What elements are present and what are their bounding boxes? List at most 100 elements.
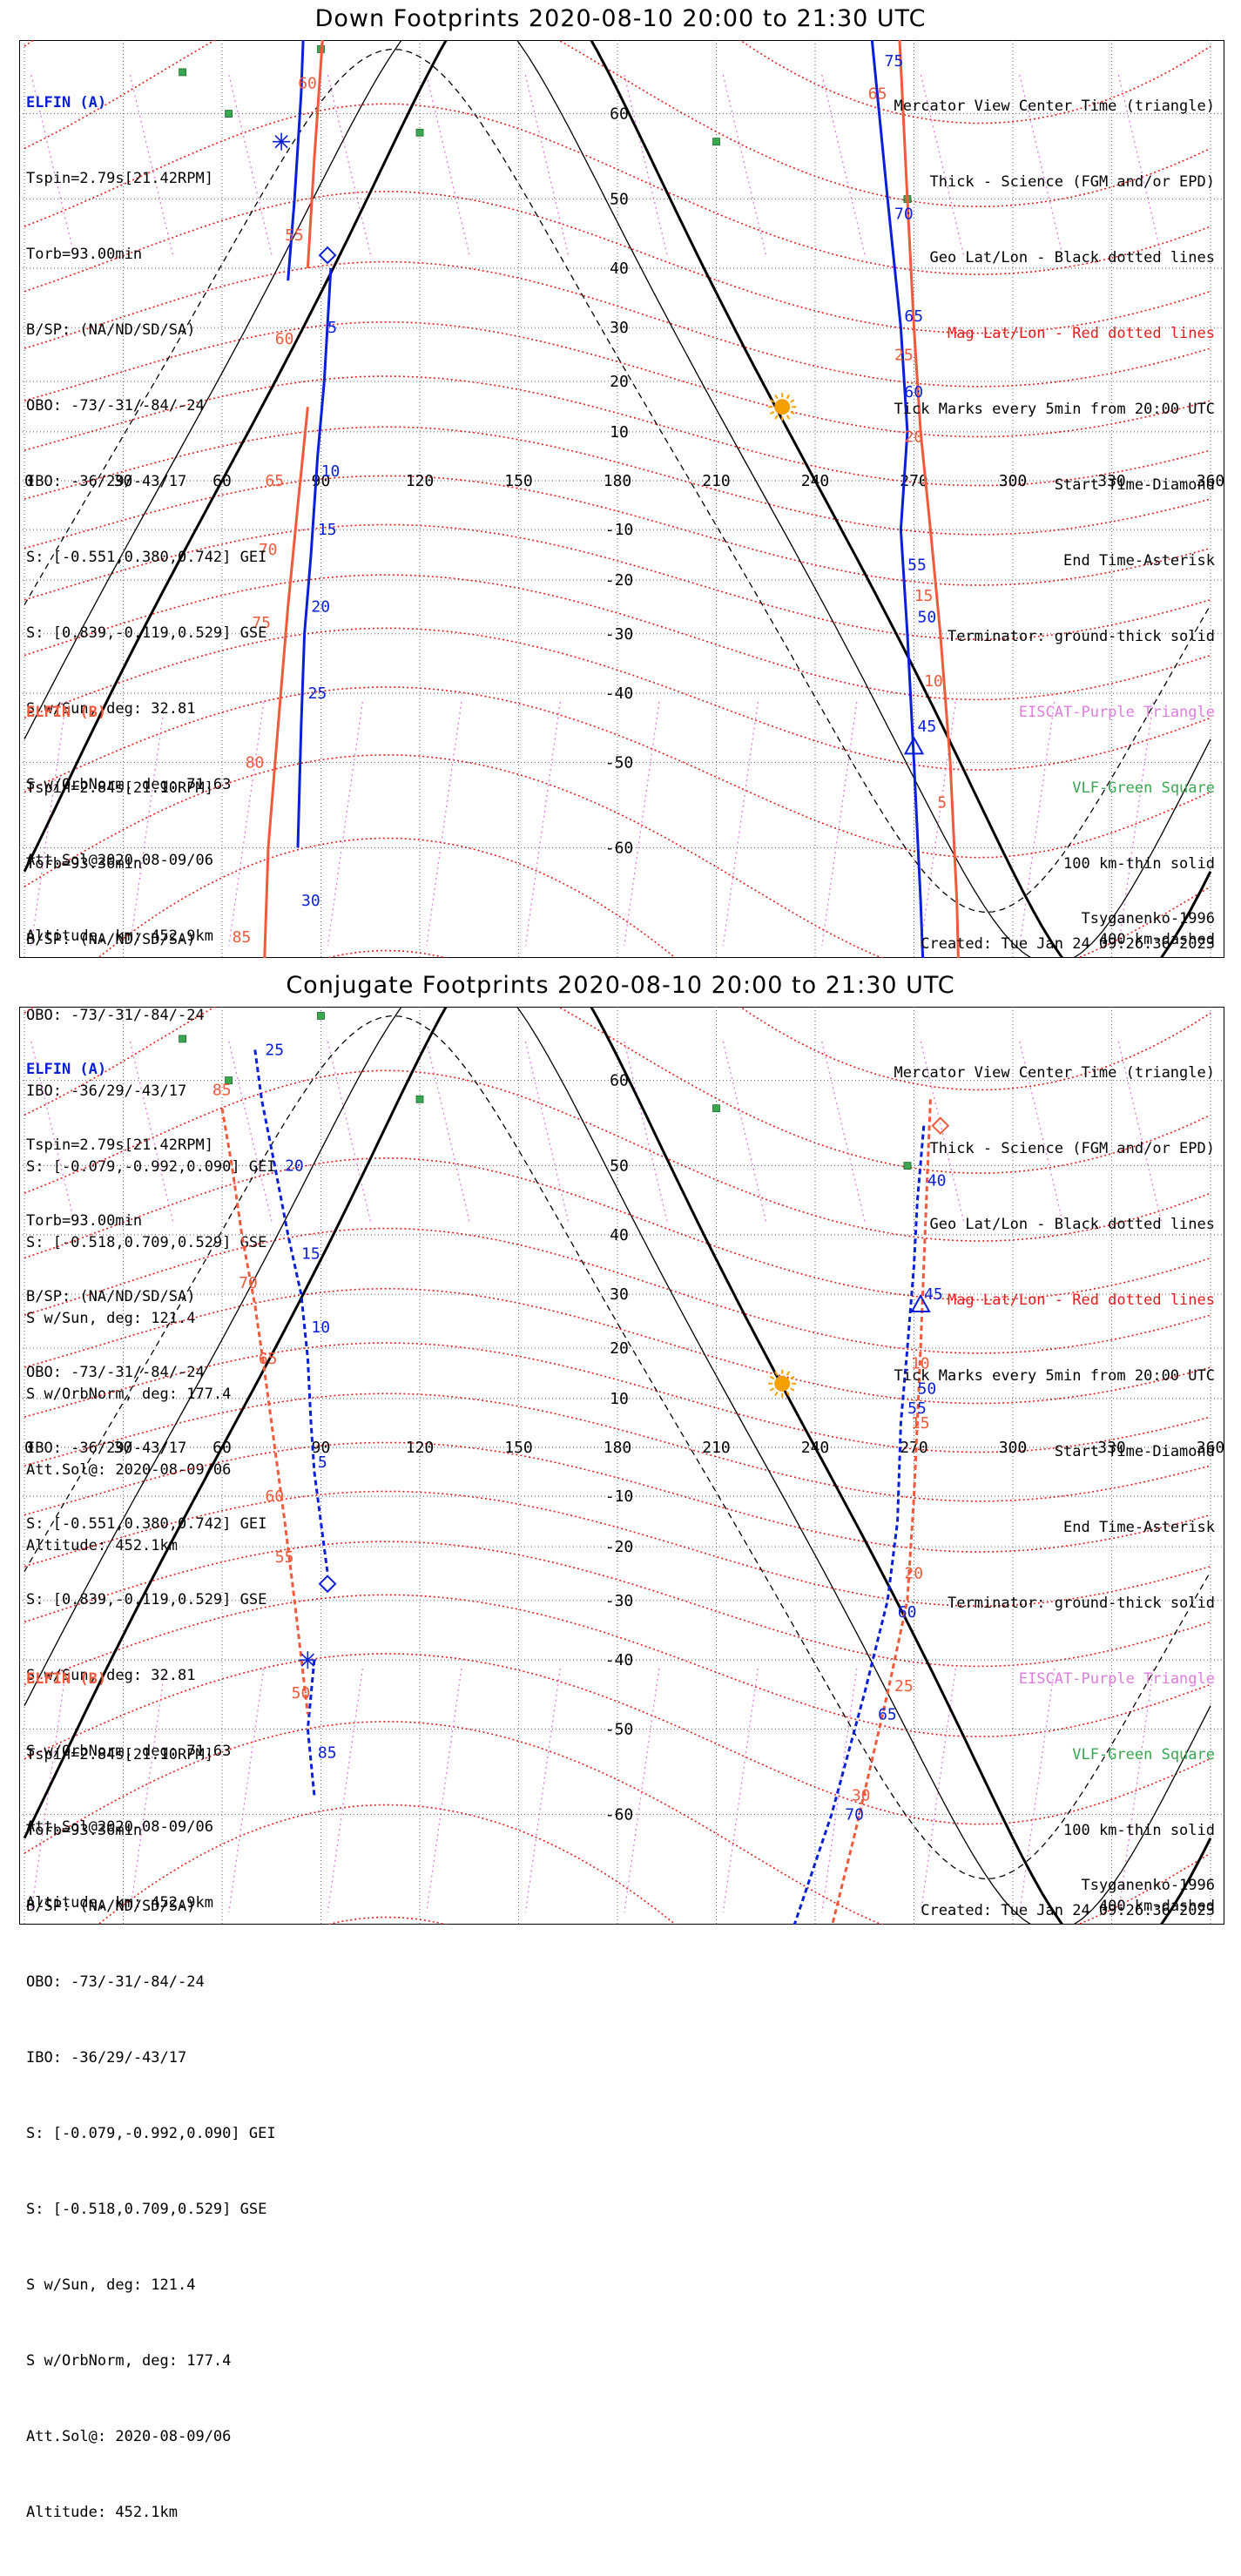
lat-tick-label: 50 — [610, 191, 629, 209]
sun-ray — [790, 1387, 795, 1392]
elfin-b-line: S: [-0.079,-0.992,0.090] GEI — [26, 2125, 276, 2142]
elfin-b-track — [263, 407, 309, 958]
elfin-b-line: OBO: -73/-31/-84/-24 — [26, 1007, 205, 1024]
elfin-b-line: B/SP: (NA/ND/SD/SA) — [26, 1898, 196, 1915]
view-triangle-icon — [910, 1293, 931, 1312]
sun-ray — [786, 415, 791, 420]
sun-ray — [769, 1375, 775, 1380]
vlf-station-marker — [903, 1162, 912, 1170]
elfin-a-line: S w/OrbNorm, deg: 71.63 — [26, 776, 232, 793]
legend-item: Mag Lat/Lon - Red dotted lines — [947, 325, 1215, 342]
lon-tick-label: 150 — [504, 472, 533, 490]
legend-item: Terminator: ground-thick solid — [947, 1595, 1215, 1612]
mag-lat-line — [24, 1007, 1211, 1091]
elfin-b-tick-label: 60 — [298, 74, 317, 92]
elfin-b-tick-label: 85 — [233, 928, 252, 947]
start-diamond-icon — [318, 246, 337, 265]
created-label: Created: Tue Jan 24 09:26:36 2023 — [921, 935, 1215, 953]
elfin-b-tick-label: 80 — [246, 753, 265, 772]
sun-ray — [769, 1387, 775, 1392]
lat-tick-label: 50 — [610, 1157, 629, 1176]
mag-lat-line — [24, 523, 1211, 641]
elfin-a-tick-label: 60 — [904, 383, 923, 401]
elfin-b-tick-label: 25 — [894, 347, 914, 365]
elfin-b-track — [306, 40, 324, 268]
elfin-b-tick-label: 85 — [212, 1082, 232, 1100]
elfin-a-line: IBO: -36/29/-43/17 — [26, 1440, 187, 1457]
lat-tick-label: -10 — [605, 521, 634, 539]
elfin-a-title: ELFIN (A) — [26, 1061, 107, 1078]
elfin-a-tick-label: 40 — [931, 955, 950, 958]
elfin-a-tick-label: 65 — [878, 1705, 897, 1723]
elfin-b-tick-label: 75 — [252, 614, 271, 632]
model-label: Tsyganenko-1996 — [1081, 1877, 1215, 1894]
elfin-b-line: S w/Sun, deg: 121.4 — [26, 2276, 196, 2294]
mag-lon-line — [722, 1041, 767, 1225]
panel-title: Down Footprints 2020-08-10 20:00 to 21:3… — [314, 5, 927, 32]
mercator-map: 0306090120150180210240270300330360706050… — [19, 1007, 1224, 1925]
elfin-b-tick-label: 55 — [285, 226, 304, 245]
start-diamond-icon — [318, 1575, 337, 1594]
elfin-b-tick-label: 15 — [911, 1414, 930, 1433]
elfin-a-track — [253, 1049, 329, 1574]
elfin-a-tick-label: 55 — [907, 1399, 927, 1418]
lon-tick-label: 270 — [900, 472, 928, 490]
legend-item: Geo Lat/Lon - Black dotted lines — [929, 1216, 1215, 1233]
lon-tick-label: 360 — [1197, 472, 1224, 490]
mag-lon-line — [1019, 701, 1056, 947]
elfin-a-line: S w/Sun, deg: 32.81 — [26, 700, 196, 718]
legend-item: Mercator View Center Time (triangle) — [894, 1064, 1215, 1082]
elfin-b-line: Altitude: 452.1km — [26, 2504, 178, 2521]
elfin-b-tick-label: 65 — [868, 85, 887, 104]
lat-tick-label: 20 — [610, 1339, 629, 1358]
mag-lon-line — [624, 1668, 660, 1913]
sun-ray — [774, 415, 779, 420]
mag-lat-line — [24, 40, 1211, 125]
elfin-a-tick-label: 75 — [885, 52, 904, 71]
lon-tick-label: 30 — [114, 472, 133, 490]
elfin-a-tick-label: 30 — [301, 892, 320, 910]
lat-tick-label: 60 — [610, 1072, 629, 1090]
lon-tick-label: 90 — [312, 1439, 331, 1457]
mag-lon-line — [624, 74, 669, 259]
lat-tick-label: -70 — [605, 955, 634, 958]
elfin-b-line: S w/Sun, deg: 121.4 — [26, 1310, 196, 1327]
elfin-a-line: B/SP: (NA/ND/SD/SA) — [26, 321, 196, 339]
created-label: Created: Tue Jan 24 09:26:36 2023 — [921, 1902, 1215, 1919]
elfin-a-title: ELFIN (A) — [26, 94, 107, 111]
legend-item: 400 km-dashed — [1098, 1898, 1215, 1915]
sun-icon — [774, 1375, 791, 1392]
legend-item: Thick - Science (FGM and/or EPD) — [929, 1140, 1215, 1157]
elfin-a-line: S: [0.839,-0.119,0.529] GSE — [26, 1591, 267, 1608]
mag-lat-line — [24, 191, 1211, 334]
mag-lon-line — [722, 1668, 759, 1913]
lon-tick-label: 270 — [900, 1439, 928, 1457]
lat-tick-label: 20 — [610, 373, 629, 391]
elfin-b-tick-label: 55 — [275, 1548, 294, 1567]
legend-item: Start Time-Diamond — [1054, 476, 1215, 494]
elfin-a-tick-label: 20 — [311, 597, 330, 616]
elfin-b-line: Torb=93.36min — [26, 1822, 143, 1839]
legend-item: EISCAT-Purple Triangle — [1018, 704, 1215, 721]
elfin-b-track — [831, 1099, 932, 1925]
legend-item: EISCAT-Purple Triangle — [1018, 1670, 1215, 1688]
vlf-station-marker — [415, 1095, 424, 1103]
mag-lon-line — [327, 1668, 363, 1913]
terminator-400km — [24, 48, 1211, 914]
elfin-b-title: ELFIN (B) — [26, 704, 107, 721]
mag-lon-line — [426, 74, 471, 259]
elfin-a-tick-label: 65 — [904, 307, 923, 326]
elfin-b-tick-label: 70 — [259, 541, 278, 559]
lat-tick-label: -40 — [605, 684, 634, 703]
elfin-b-line: IBO: -36/29/-43/17 — [26, 2049, 187, 2067]
mag-lon-line — [327, 701, 363, 947]
mag-lon-line — [327, 1041, 372, 1225]
vlf-station-marker — [225, 1076, 233, 1084]
elfin-a-tick-label: 40 — [927, 1172, 947, 1190]
elfin-a-track — [792, 1125, 926, 1925]
terminator-100km — [24, 40, 1211, 958]
lon-tick-label: 210 — [702, 472, 731, 490]
mag-lat-line — [24, 1721, 1211, 1925]
elfin-a-line: S w/Sun, deg: 32.81 — [26, 1667, 196, 1684]
lat-tick-label: 40 — [610, 260, 629, 278]
